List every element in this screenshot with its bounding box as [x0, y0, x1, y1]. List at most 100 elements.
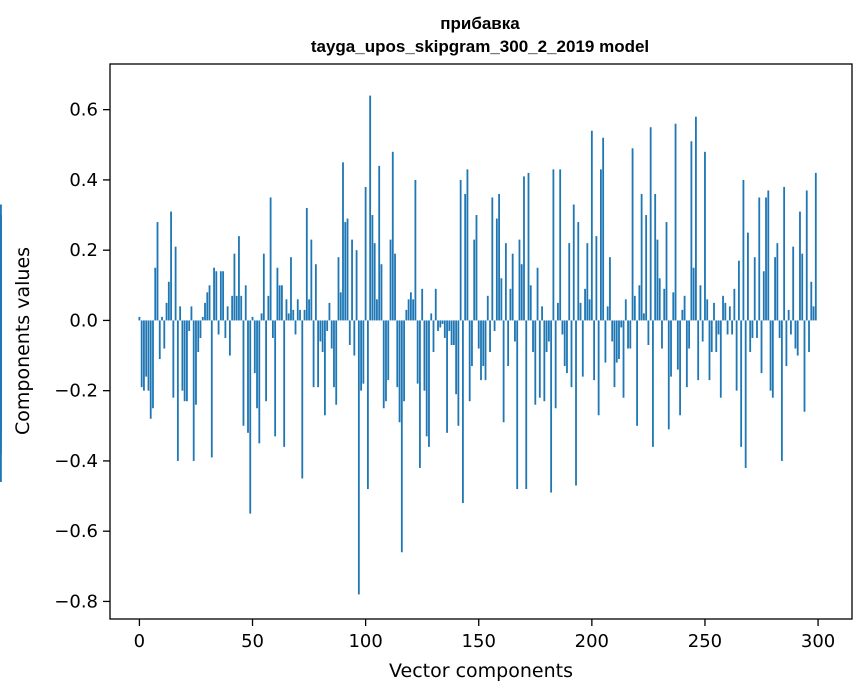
bar — [140, 320, 143, 388]
bar — [152, 320, 154, 409]
bar — [527, 172, 530, 321]
bar — [683, 295, 686, 321]
bar — [534, 320, 537, 405]
bar — [287, 313, 290, 321]
bar — [647, 320, 650, 346]
bar — [715, 320, 718, 353]
bar — [672, 292, 675, 321]
bar — [774, 257, 776, 321]
bar — [269, 197, 272, 321]
bar — [586, 243, 589, 321]
bar — [670, 320, 672, 377]
bar — [792, 246, 795, 321]
bar — [676, 320, 679, 370]
bar — [335, 320, 338, 405]
y-tick-label: −0.6 — [54, 521, 98, 542]
x-tick-label: 300 — [801, 631, 835, 652]
bar — [296, 299, 299, 321]
bar — [149, 320, 152, 419]
bar — [380, 264, 383, 321]
bar — [688, 320, 691, 349]
bar — [353, 320, 356, 356]
bar — [783, 186, 786, 321]
bar — [778, 320, 781, 338]
bar — [638, 285, 641, 321]
bar — [679, 320, 681, 416]
bar — [437, 320, 439, 331]
bar — [523, 176, 525, 321]
bar — [640, 193, 643, 321]
bar — [692, 267, 695, 321]
bar — [407, 299, 410, 321]
bar — [283, 320, 286, 447]
y-axis-label: Components values — [12, 247, 34, 435]
bar — [385, 320, 387, 402]
bar — [330, 320, 333, 349]
bar — [471, 320, 473, 367]
bar — [744, 320, 747, 468]
bar — [416, 320, 419, 384]
bar — [249, 320, 252, 514]
bar — [742, 179, 745, 321]
bar — [810, 281, 813, 321]
bar — [550, 320, 553, 493]
x-tick-label: 250 — [688, 631, 722, 652]
bar — [498, 193, 500, 321]
bar — [799, 211, 801, 321]
bar — [740, 320, 743, 447]
bar — [771, 320, 774, 398]
bar — [394, 253, 396, 321]
bar — [382, 320, 385, 409]
bar — [606, 306, 609, 321]
bar — [538, 320, 541, 398]
bar — [631, 148, 634, 321]
bar — [753, 257, 756, 321]
bar — [622, 320, 625, 398]
bar — [656, 239, 659, 321]
bar — [654, 193, 657, 321]
bar — [310, 239, 313, 321]
bar — [432, 320, 435, 353]
bar — [181, 320, 184, 391]
bar — [190, 306, 193, 321]
bar — [566, 320, 568, 374]
bar — [511, 253, 514, 321]
bar — [722, 295, 724, 321]
bar — [713, 302, 715, 321]
bar — [543, 320, 546, 402]
bar — [785, 320, 788, 367]
bar — [145, 320, 148, 377]
bar — [504, 243, 507, 321]
bar — [258, 320, 261, 444]
bar — [697, 320, 700, 381]
bar — [780, 320, 783, 461]
bar — [525, 320, 528, 490]
bar — [552, 169, 555, 321]
bar — [226, 306, 229, 321]
bar — [308, 299, 310, 321]
bar — [199, 320, 202, 338]
bar — [412, 299, 415, 321]
bar — [294, 320, 297, 335]
bar — [475, 215, 478, 321]
y-tick-label: 0.0 — [69, 310, 98, 331]
bar — [493, 320, 496, 331]
y-tick-label: −0.2 — [54, 381, 98, 402]
bar — [452, 320, 455, 346]
bar — [636, 320, 638, 426]
bar — [529, 285, 532, 321]
bar — [462, 320, 464, 504]
bar — [796, 320, 799, 356]
bar — [767, 190, 770, 321]
bar — [681, 309, 684, 321]
bar — [801, 253, 804, 321]
bar — [197, 320, 200, 353]
bar — [457, 320, 460, 426]
bar — [428, 320, 430, 447]
bar — [278, 285, 281, 321]
bar — [183, 320, 186, 402]
bar — [158, 320, 161, 360]
bar — [615, 320, 618, 363]
bar — [285, 299, 288, 321]
bar — [281, 285, 283, 321]
